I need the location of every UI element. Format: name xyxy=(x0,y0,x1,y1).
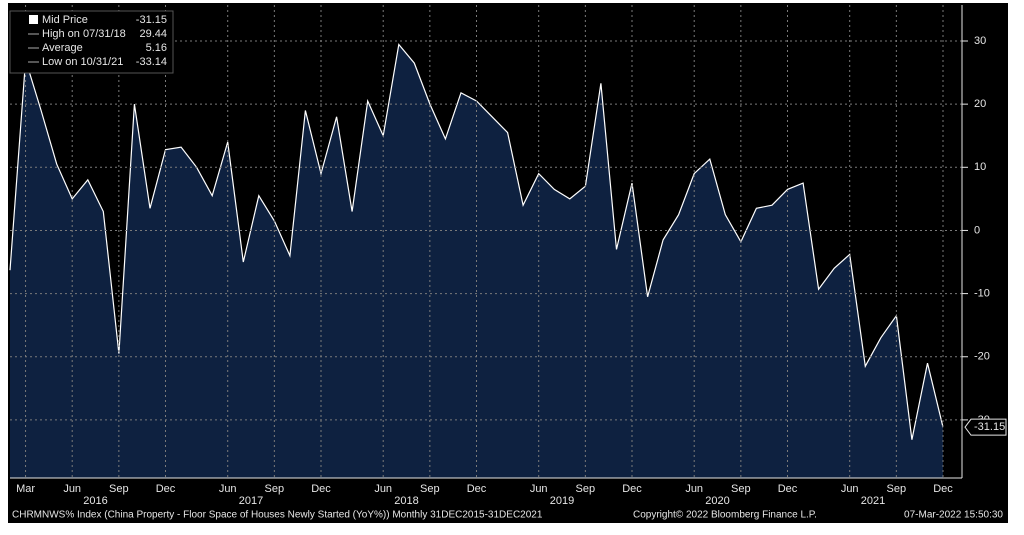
x-tick-label: Dec xyxy=(933,483,953,495)
x-year-label: 2019 xyxy=(550,495,574,507)
y-tick-label: -10 xyxy=(974,288,990,300)
y-tick-label: 30 xyxy=(974,35,986,47)
legend-label: Average xyxy=(42,42,83,54)
x-year-label: 2021 xyxy=(861,495,885,507)
x-tick-label: Dec xyxy=(156,483,176,495)
x-tick-label: Jun xyxy=(219,483,237,495)
y-tick-label: 10 xyxy=(974,161,986,173)
legend-value: -33.14 xyxy=(136,56,167,68)
legend-value: -31.15 xyxy=(136,14,167,26)
y-tick-label: -20 xyxy=(974,351,990,363)
x-tick-label: Dec xyxy=(467,483,487,495)
last-value-label: -31.15 xyxy=(974,421,1005,433)
x-tick-label: Sep xyxy=(731,483,751,495)
x-year-label: 2020 xyxy=(705,495,729,507)
footer-timestamp: 07-Mar-2022 15:50:30 xyxy=(904,510,1003,521)
legend-value: 29.44 xyxy=(139,28,167,40)
x-tick-label: Sep xyxy=(420,483,440,495)
x-tick-label: Sep xyxy=(109,483,129,495)
x-tick-label: Jun xyxy=(685,483,703,495)
x-tick-label: Dec xyxy=(778,483,798,495)
x-year-label: 2016 xyxy=(83,495,107,507)
x-tick-label: Mar xyxy=(16,483,35,495)
y-tick-label: 0 xyxy=(974,224,980,236)
x-year-label: 2017 xyxy=(239,495,263,507)
x-year-label: 2018 xyxy=(394,495,418,507)
x-tick-label: Jun xyxy=(374,483,392,495)
x-tick-label: Jun xyxy=(530,483,548,495)
legend-value: 5.16 xyxy=(146,42,167,54)
legend-label: Mid Price xyxy=(42,14,88,26)
footer-copyright: Copyright© 2022 Bloomberg Finance L.P. xyxy=(633,510,817,521)
legend-label: High on 07/31/18 xyxy=(42,28,126,40)
x-tick-label: Sep xyxy=(576,483,596,495)
last-value-tag xyxy=(964,418,1007,436)
footer-description: CHRMNWS% Index (China Property - Floor S… xyxy=(12,510,543,521)
legend-label: Low on 10/31/21 xyxy=(42,56,123,68)
x-tick-label: Jun xyxy=(841,483,859,495)
x-tick-label: Sep xyxy=(887,483,907,495)
y-tick-label: 20 xyxy=(974,98,986,110)
x-tick-label: Jun xyxy=(63,483,81,495)
legend-swatch xyxy=(29,15,38,24)
x-tick-label: Dec xyxy=(622,483,642,495)
x-tick-label: Dec xyxy=(311,483,331,495)
x-tick-label: Sep xyxy=(265,483,285,495)
